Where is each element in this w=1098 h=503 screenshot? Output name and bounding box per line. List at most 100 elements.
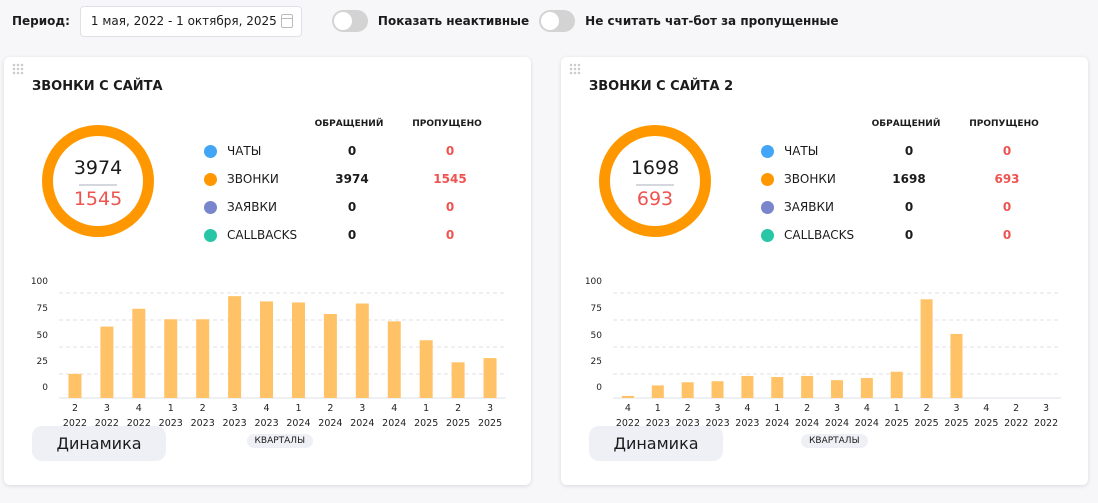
bar[interactable] [323, 314, 337, 398]
period-date-input[interactable]: 1 мая, 2022 - 1 октября, 2025 [79, 5, 302, 37]
bar-chart: 100 75 50 25 0 2 2022 3 2022 4 2022 1 2023 2 2023 3 2023… [31, 277, 506, 429]
y-tick-label: 100 [585, 277, 602, 287]
missed-count: 1545 [433, 172, 467, 186]
legend-row-callbacks: CALLBACKS 0 0 [204, 226, 524, 246]
x-tick-quarter: 4 [136, 403, 142, 414]
axis-mode-pill[interactable]: КВАРТАЛЫ [801, 434, 868, 448]
donut-chart: 3974 1545 [42, 125, 154, 237]
channel-name: ЗАЯВКИ [784, 200, 834, 214]
missed-count: 0 [445, 200, 455, 214]
bar[interactable] [651, 385, 664, 398]
bar[interactable] [741, 375, 754, 398]
x-tick-year: 2025 [974, 418, 998, 429]
show-inactive-label: Показать неактивные [377, 14, 530, 28]
bar[interactable] [771, 377, 784, 398]
x-tick-year: 2025 [944, 418, 968, 429]
x-tick-quarter: 1 [295, 403, 301, 414]
bar[interactable] [228, 296, 242, 398]
missed-count: 0 [445, 144, 455, 158]
y-tick-label: 50 [37, 331, 49, 341]
bar[interactable] [100, 326, 114, 398]
x-tick-quarter: 1 [423, 403, 429, 414]
channel-name: ЧАТЫ [784, 144, 819, 158]
bar[interactable] [260, 301, 274, 398]
x-tick-quarter: 2 [685, 403, 691, 414]
bar[interactable] [890, 371, 903, 398]
x-tick-year: 2023 [159, 418, 183, 429]
y-tick-label: 75 [591, 304, 602, 314]
legend-row-requests: ЗАЯВКИ 0 0 [204, 198, 524, 218]
legend-dot-icon [761, 201, 774, 214]
x-tick-year: 2024 [795, 418, 819, 429]
bar[interactable] [801, 375, 814, 398]
bar[interactable] [711, 381, 724, 398]
bar[interactable] [387, 321, 401, 398]
period-value: 1 мая, 2022 - 1 октября, 2025 [90, 14, 277, 28]
bar[interactable] [68, 373, 82, 398]
drag-handle-icon[interactable] [569, 63, 581, 75]
x-tick-quarter: 4 [744, 403, 750, 414]
drag-handle-icon[interactable] [12, 63, 24, 75]
legend-dot-icon [761, 173, 774, 186]
donut-divider [636, 184, 674, 186]
x-tick-year: 2022 [63, 418, 87, 429]
x-tick-year: 2022 [616, 418, 640, 429]
x-tick-quarter: 2 [804, 403, 810, 414]
period-label: Период: [12, 14, 70, 28]
x-tick-year: 2023 [735, 418, 759, 429]
calendar-icon[interactable] [280, 14, 293, 28]
x-tick-quarter: 4 [264, 403, 270, 414]
request-count: 0 [904, 228, 914, 242]
legend-row-chats: ЧАТЫ 0 0 [204, 142, 524, 162]
show-inactive-toggle[interactable] [331, 10, 368, 32]
bar[interactable] [483, 358, 497, 398]
bar[interactable] [196, 319, 210, 398]
x-tick-quarter: 4 [625, 403, 631, 414]
channel-name: ЗВОНКИ [227, 172, 279, 186]
missed-count: 0 [1002, 228, 1012, 242]
x-tick-year: 2024 [318, 418, 342, 429]
bar[interactable] [681, 382, 694, 398]
bar[interactable] [831, 380, 843, 398]
request-count: 0 [347, 144, 357, 158]
x-tick-quarter: 3 [1043, 403, 1049, 414]
widget-title: ЗВОНКИ С САЙТА [32, 79, 163, 94]
missed-count: 0 [1002, 144, 1012, 158]
y-tick-label: 75 [37, 304, 48, 314]
bar[interactable] [355, 303, 369, 399]
bar[interactable] [950, 333, 963, 398]
donut-total: 3974 [73, 157, 123, 179]
widget-card: ЗВОНКИ С САЙТА 2 1698 693 ОБРАЩЕНИЙ ПРОП… [561, 57, 1088, 485]
x-tick-quarter: 1 [655, 403, 661, 414]
axis-mode-pill[interactable]: КВАРТАЛЫ [246, 434, 314, 448]
missed-count: 693 [994, 172, 1020, 186]
bar[interactable] [164, 319, 178, 398]
x-tick-year: 2022 [127, 418, 151, 429]
bar[interactable] [621, 395, 634, 398]
legend-row-requests: ЗАЯВКИ 0 0 [761, 198, 1081, 218]
x-tick-quarter: 2 [1013, 403, 1019, 414]
column-header-missed: ПРОПУЩЕНО [412, 119, 482, 129]
legend-dot-icon [204, 201, 217, 214]
dynamics-button[interactable]: Динамика [32, 426, 166, 461]
x-tick-quarter: 1 [168, 403, 174, 414]
bar[interactable] [451, 362, 465, 398]
legend-dot-icon [761, 229, 774, 242]
x-tick-quarter: 2 [72, 403, 78, 414]
x-tick-year: 2022 [95, 418, 119, 429]
x-tick-year: 2023 [191, 418, 215, 429]
x-tick-quarter: 2 [455, 403, 461, 414]
chatbot-toggle[interactable] [539, 10, 576, 32]
y-tick-label: 25 [591, 357, 602, 367]
donut-total: 1698 [630, 157, 680, 179]
bar[interactable] [920, 299, 933, 398]
x-tick-quarter: 4 [391, 403, 397, 414]
bar[interactable] [291, 302, 305, 398]
dynamics-button[interactable]: Динамика [589, 426, 723, 461]
bar[interactable] [860, 378, 873, 398]
bar[interactable] [132, 308, 146, 398]
bar[interactable] [419, 340, 433, 398]
missed-count: 0 [1002, 200, 1012, 214]
x-tick-year: 2025 [478, 418, 502, 429]
x-tick-year: 2022 [1004, 418, 1028, 429]
